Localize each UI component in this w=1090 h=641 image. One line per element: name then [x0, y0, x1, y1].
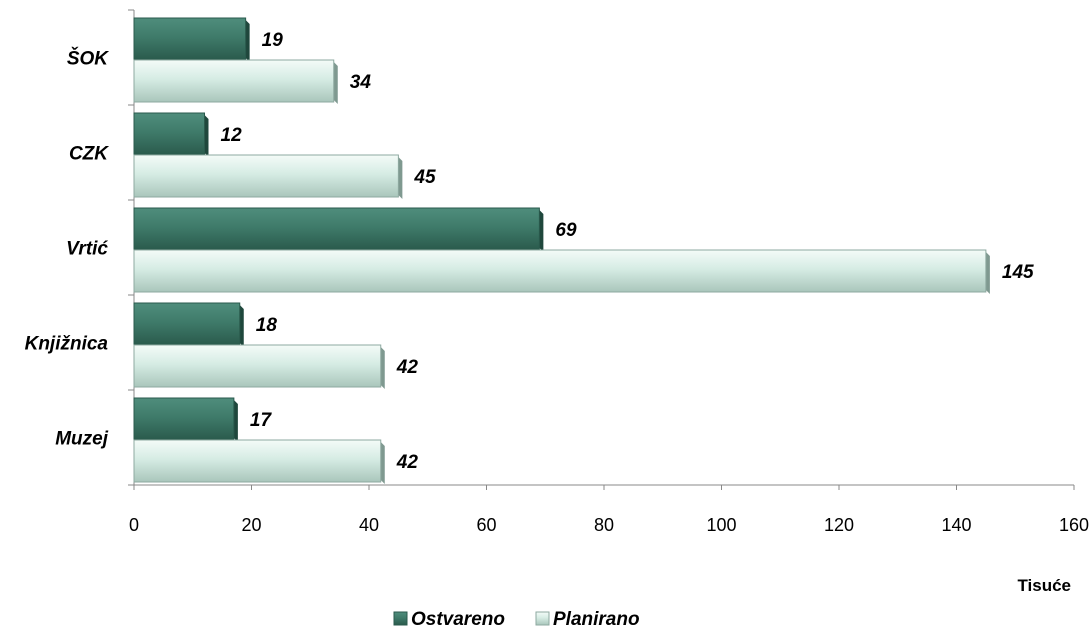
x-axis-unit-label: Tisuće: [1017, 576, 1071, 595]
legend-swatch-planirano: [535, 611, 550, 626]
legend-label-ostvareno: Ostvareno: [411, 609, 505, 630]
data-label: 17: [250, 410, 273, 431]
x-tick-label: 20: [241, 515, 261, 535]
bar-end-face: [380, 347, 385, 389]
data-label: 12: [221, 125, 243, 146]
bar-ostvareno: [133, 207, 540, 251]
category-label: CZK: [69, 144, 109, 165]
data-label: 45: [413, 167, 436, 188]
plot-area: 0 20 40 60 80 100 120 140 160 ŠOK 19 34 CZK 12 45 Vrtić…: [25, 9, 1089, 535]
bar-planirano: [133, 154, 399, 198]
data-label: 42: [396, 452, 419, 473]
bar-ostvareno: [133, 112, 205, 156]
data-label: 34: [350, 72, 372, 93]
bar-planirano: [133, 249, 987, 293]
x-tick-label: 100: [706, 515, 736, 535]
bar-end-face: [233, 400, 238, 442]
bar-planirano: [133, 59, 335, 103]
data-label: 19: [262, 30, 284, 51]
bar-end-face: [333, 62, 338, 104]
legend: Ostvareno Planirano: [393, 609, 640, 630]
bar-end-face: [245, 20, 250, 62]
bar-end-face: [239, 305, 244, 347]
x-tick-label: 80: [594, 515, 614, 535]
x-tick-label: 60: [476, 515, 496, 535]
bar-end-face: [985, 252, 990, 294]
bar-end-face: [539, 210, 544, 252]
bar-ostvareno: [133, 17, 247, 61]
data-label: 69: [555, 220, 577, 241]
x-tick-label: 140: [941, 515, 971, 535]
data-label: 42: [396, 357, 419, 378]
legend-swatch-ostvareno: [393, 611, 408, 626]
bar-end-face: [204, 115, 209, 157]
category-label: Muzej: [55, 429, 109, 450]
bar-planirano: [133, 439, 382, 483]
category-label: Knjižnica: [25, 334, 109, 355]
category-label: Vrtić: [66, 239, 108, 260]
bar-planirano: [133, 344, 382, 388]
bar-end-face: [380, 442, 385, 484]
x-tick-label: 120: [824, 515, 854, 535]
x-tick-label: 160: [1059, 515, 1089, 535]
bar-ostvareno: [133, 397, 235, 441]
bar-end-face: [398, 157, 403, 199]
bar-ostvareno: [133, 302, 241, 346]
x-tick-label: 40: [359, 515, 379, 535]
category-label: ŠOK: [67, 48, 109, 70]
x-tick-label: 0: [129, 515, 139, 535]
data-label: 145: [1002, 262, 1034, 283]
data-label: 18: [256, 315, 278, 336]
legend-label-planirano: Planirano: [553, 609, 640, 630]
